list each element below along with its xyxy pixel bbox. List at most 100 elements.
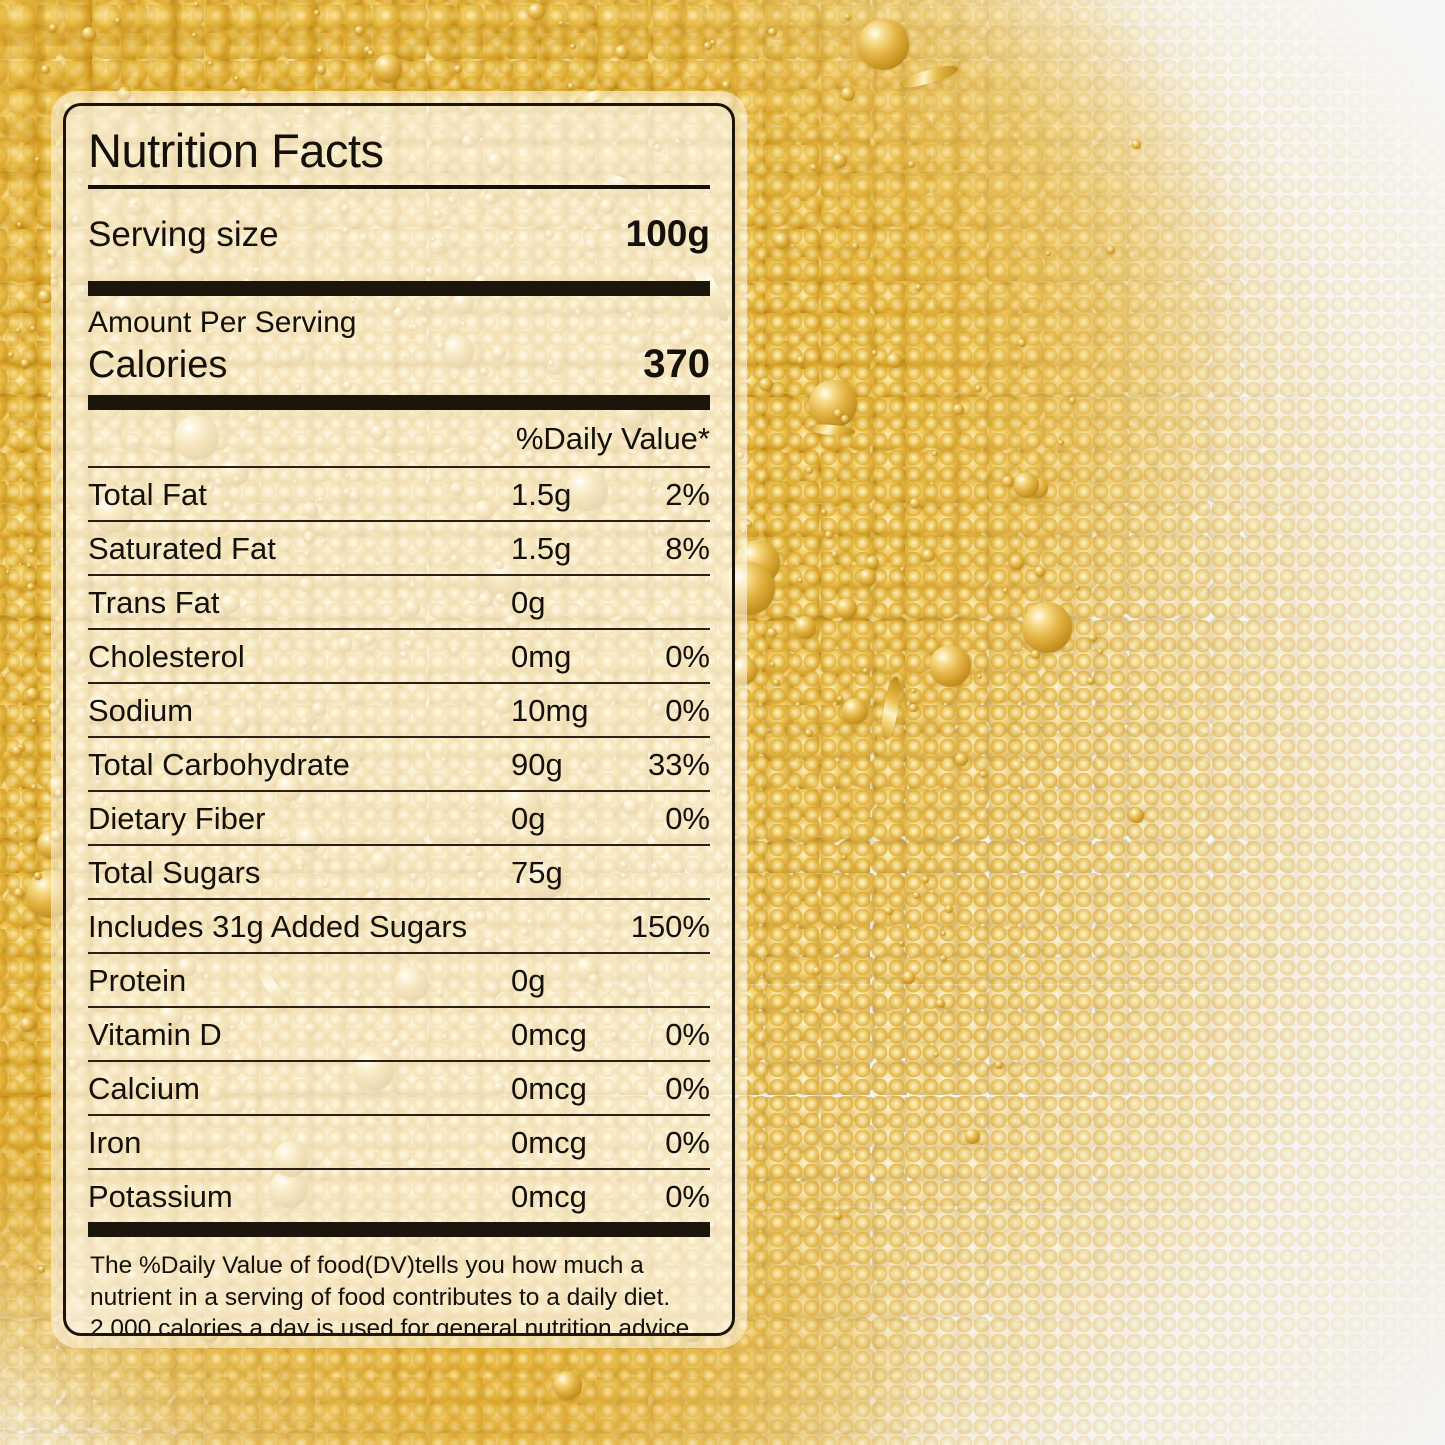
gold-bead xyxy=(797,577,804,584)
nutrient-amount: 75g xyxy=(511,854,563,890)
nutrient-daily-value: 0% xyxy=(665,692,710,728)
gold-bead xyxy=(1030,649,1040,659)
gold-bead xyxy=(1021,602,1073,653)
gold-bead xyxy=(27,563,32,568)
gold-bead xyxy=(1068,396,1076,404)
gold-bead xyxy=(804,728,814,738)
gold-bead xyxy=(41,64,51,74)
nutrient-amount: 0mcg xyxy=(511,1124,587,1160)
gold-bead xyxy=(909,498,921,509)
gold-bead xyxy=(810,163,818,171)
gold-bead xyxy=(5,570,10,575)
nutrient-daily-value: 150% xyxy=(630,908,710,944)
calories-value: 370 xyxy=(643,341,710,386)
gold-bead xyxy=(454,65,463,74)
nutrient-name: Cholesterol xyxy=(88,638,245,674)
nutrient-name: Trans Fat xyxy=(88,584,220,620)
gold-bead xyxy=(773,233,790,250)
serving-size-row: Serving size 100g xyxy=(88,189,710,281)
gold-bead xyxy=(913,892,921,900)
gold-bead xyxy=(915,283,923,291)
gold-bead xyxy=(921,876,929,884)
nutrient-name: Iron xyxy=(88,1124,142,1160)
gold-bead xyxy=(1009,555,1025,571)
gold-bead xyxy=(42,625,54,636)
gold-bead xyxy=(20,1017,36,1033)
table-row: Total Fat 1.5g 2% xyxy=(88,468,710,520)
gold-bead xyxy=(20,359,30,368)
gold-bead xyxy=(81,27,96,41)
gold-bead xyxy=(34,872,43,881)
gold-bead xyxy=(47,392,54,399)
gold-bead xyxy=(812,967,821,976)
table-row: Protein 0g xyxy=(88,954,710,1006)
gold-bead xyxy=(30,325,36,332)
gold-bead xyxy=(840,414,849,423)
gold-bead xyxy=(355,26,364,35)
row-divider xyxy=(88,519,710,522)
gold-bead xyxy=(317,47,324,54)
gold-bead xyxy=(929,644,972,687)
row-divider xyxy=(88,843,710,846)
nutrient-amount: 0mcg xyxy=(511,1070,587,1106)
gold-bead xyxy=(32,718,37,723)
gold-bead xyxy=(746,521,753,528)
gold-bead xyxy=(7,351,15,358)
divider-thick-top xyxy=(88,280,710,296)
row-divider xyxy=(88,465,710,468)
gold-bead xyxy=(567,83,575,90)
nutrition-facts-border: Nutrition Facts Serving size 100g Amount… xyxy=(63,103,735,1336)
nutrient-name: Protein xyxy=(88,962,187,998)
gold-bead xyxy=(833,409,843,418)
nutrient-daily-value: 33% xyxy=(647,746,710,782)
nutrient-amount: 0mcg xyxy=(511,1016,587,1052)
gold-bead xyxy=(865,555,880,569)
nutrient-name: Includes 31g Added Sugars xyxy=(88,908,468,944)
gold-bead xyxy=(13,888,25,899)
gold-bead xyxy=(48,23,58,33)
gold-bead xyxy=(831,152,848,169)
gold-bead xyxy=(1087,676,1096,686)
gold-bead xyxy=(907,160,915,168)
divider-title xyxy=(88,184,710,189)
gold-bead xyxy=(558,21,564,26)
nutrient-name: Calcium xyxy=(88,1070,200,1106)
calories-label: Calories xyxy=(88,343,228,386)
footnote: The %Daily Value of food(DV)tells you ho… xyxy=(88,1237,710,1333)
row-divider xyxy=(88,627,710,630)
gold-bead xyxy=(921,548,936,563)
gold-bead xyxy=(37,1266,45,1274)
gold-bead xyxy=(1098,649,1103,654)
nutrient-daily-value: 8% xyxy=(665,530,710,566)
gold-bead xyxy=(965,1128,981,1145)
gold-bead xyxy=(796,355,806,365)
gold-bead xyxy=(1002,476,1014,488)
gold-bead xyxy=(836,598,857,620)
row-divider xyxy=(88,1167,710,1170)
gold-bead xyxy=(900,567,906,573)
gold-bead xyxy=(793,616,817,639)
gold-bead xyxy=(317,65,327,75)
row-divider xyxy=(88,951,710,954)
nutrient-daily-value: 0% xyxy=(665,1178,710,1214)
gold-bead xyxy=(833,1211,843,1221)
row-divider xyxy=(88,735,710,738)
row-divider xyxy=(88,1005,710,1008)
daily-value-header: %Daily Value* xyxy=(515,420,710,456)
row-divider xyxy=(88,1113,710,1116)
gold-bead xyxy=(15,327,21,333)
row-divider xyxy=(88,573,710,576)
table-row: Vitamin D 0mcg 0% xyxy=(88,1008,710,1060)
gold-bead xyxy=(1046,251,1052,257)
gold-bead xyxy=(1106,246,1115,255)
gold-bead xyxy=(887,352,903,368)
gold-bead xyxy=(314,9,321,17)
gold-bead xyxy=(47,248,56,258)
nutrient-amount: 10mg xyxy=(511,692,589,728)
gold-bead xyxy=(806,467,814,475)
gold-bead xyxy=(899,940,905,946)
nutrient-amount: 90g xyxy=(511,746,563,782)
gold-bead xyxy=(29,549,34,554)
table-row: Iron 0mcg 0% xyxy=(88,1116,710,1168)
row-divider xyxy=(88,789,710,792)
